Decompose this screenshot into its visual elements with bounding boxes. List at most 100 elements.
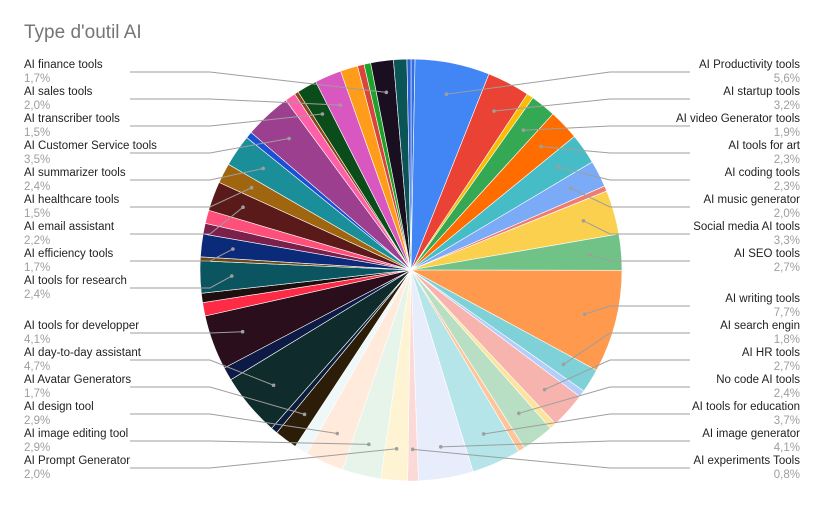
slice-label: AI tools for research [24, 275, 127, 287]
slice-label: AI startup tools [723, 86, 800, 98]
leader-line [130, 331, 243, 334]
leader-line [130, 413, 338, 434]
slice-label: AI Productivity tools [699, 59, 800, 71]
leader-line [544, 359, 690, 391]
slice-label: AI coding tools [725, 167, 801, 179]
slice-value-label: 2,2% [24, 235, 50, 247]
slice-label: AI Prompt Generator [24, 455, 130, 467]
slice-label: AI summarizer tools [24, 167, 126, 179]
slice-label: AI transcriber tools [24, 113, 120, 125]
leader-line [446, 71, 690, 95]
slice-label: AI email assistant [24, 221, 115, 233]
leader-line [563, 332, 690, 365]
slice-value-label: 7,7% [774, 307, 800, 319]
leader-line [130, 167, 264, 181]
slice-label: AI music generator [703, 194, 800, 206]
slice-value-label: 2,9% [24, 415, 50, 427]
leader-line [412, 448, 690, 469]
leader-line [130, 440, 369, 445]
leader-dot [335, 431, 340, 436]
slice-value-label: 3,2% [774, 100, 800, 112]
slice-label: AI design tool [24, 401, 94, 413]
slice-label: Social media AI tools [693, 221, 800, 233]
leader-line [130, 137, 290, 154]
leader-dot [302, 412, 307, 417]
slice-label: AI image generator [702, 428, 800, 440]
leader-line [130, 187, 252, 208]
leader-dot [231, 247, 235, 251]
leader-line [130, 275, 232, 289]
leader-dot [287, 136, 291, 141]
leader-dot [229, 274, 234, 278]
leader-line [130, 98, 341, 106]
leader-line [589, 254, 690, 262]
slice-value-label: 2,4% [24, 181, 50, 193]
leader-dot [521, 128, 526, 133]
slice-value-label: 4,7% [24, 361, 50, 373]
slice-label: AI HR tools [742, 347, 800, 359]
slice-label: AI SEO tools [734, 248, 800, 260]
leader-dot [542, 387, 547, 392]
slice-value-label: 1,7% [24, 388, 50, 400]
leader-dot [320, 112, 325, 116]
slice-value-label: 2,0% [24, 100, 50, 112]
leader-dot [438, 445, 443, 449]
leader-dot [568, 186, 573, 191]
leader-line [493, 98, 690, 112]
leader-line [130, 448, 397, 469]
chart-title: Type d'outil AI [24, 22, 142, 43]
leader-dot [517, 411, 521, 416]
slice-label: AI tools for developper [24, 320, 139, 332]
leader-dot [539, 144, 543, 149]
slice-value-label: 2,7% [774, 361, 800, 373]
slice-value-label: 4,1% [774, 442, 800, 454]
leader-line [483, 413, 690, 435]
leader-line [130, 113, 323, 127]
slice-value-label: 1,5% [24, 208, 50, 220]
slice-label: AI Customer Service tools [24, 140, 157, 152]
leader-line [584, 305, 690, 315]
leader-dot [583, 312, 587, 316]
leader-dot [556, 165, 560, 169]
slice-value-label: 3,3% [774, 235, 800, 247]
leader-dot [561, 362, 566, 367]
leader-line [440, 440, 690, 448]
slice-value-label: 3,7% [774, 415, 800, 427]
slice-label: AI tools for art [728, 140, 800, 152]
slice-value-label: 2,3% [774, 154, 800, 166]
slice-value-label: 2,4% [24, 289, 50, 301]
slice-label: AI video Generator tools [676, 113, 800, 125]
slice-label: AI search engin [720, 320, 800, 332]
leader-dot [271, 383, 276, 388]
slice-label: No code AI tools [716, 374, 800, 386]
leader-dot [338, 103, 343, 107]
slice-value-label: 1,9% [774, 127, 800, 139]
slice-label: AI Avatar Generators [24, 374, 131, 386]
leader-dot [394, 446, 399, 451]
leader-line [541, 146, 690, 154]
leader-dot [240, 329, 245, 334]
leader-dot [581, 219, 586, 223]
slice-value-label: 2,9% [24, 442, 50, 454]
slice-value-label: 2,3% [774, 181, 800, 193]
pie-slice [410, 269, 623, 371]
slice-value-label: 5,6% [774, 73, 800, 85]
leader-line [130, 359, 274, 386]
leader-line [518, 386, 690, 414]
slice-label: AI efficiency tools [24, 248, 114, 260]
slice-value-label: 0,8% [774, 469, 800, 481]
slice-value-label: 4,1% [24, 334, 50, 346]
slice-value-label: 2,4% [774, 388, 800, 400]
slice-value-label: 2,0% [24, 469, 50, 481]
leader-dot [261, 166, 265, 171]
leader-line [557, 166, 690, 181]
leader-dot [241, 205, 245, 209]
leader-dot [444, 92, 449, 96]
leader-dot [249, 185, 254, 190]
leader-line [130, 206, 244, 235]
leader-line [570, 187, 690, 208]
leader-line [523, 125, 690, 131]
leader-dot [492, 109, 496, 113]
slice-label: AI writing tools [725, 293, 800, 305]
